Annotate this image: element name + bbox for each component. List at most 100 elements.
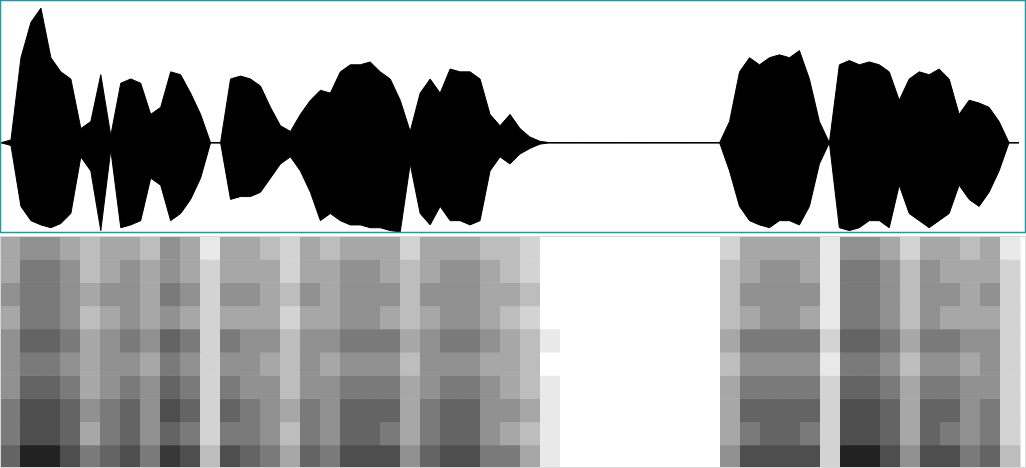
spectrogram-cell (940, 259, 961, 283)
spectrogram-cell (200, 236, 221, 260)
spectrogram-cell (720, 352, 741, 376)
spectrogram-cell (640, 329, 661, 353)
spectrogram-cell (280, 352, 301, 376)
spectrogram-cell (680, 236, 701, 260)
spectrogram-cell (480, 306, 501, 330)
spectrogram-cell (840, 422, 861, 446)
spectrogram-cell (540, 445, 561, 468)
spectrogram-cell (320, 398, 341, 422)
spectrogram-cell (100, 375, 121, 399)
spectrogram-cell (720, 236, 741, 260)
spectrogram-cell (860, 259, 881, 283)
spectrogram-cell (360, 329, 381, 353)
spectrogram-cell (360, 282, 381, 306)
spectrogram-cell (300, 375, 321, 399)
spectrogram-cell (840, 306, 861, 330)
spectrogram-cell (40, 445, 61, 468)
spectrogram-cell (560, 398, 581, 422)
spectrogram-cell (320, 352, 341, 376)
spectrogram-cell (980, 306, 1001, 330)
spectrogram-cell (640, 375, 661, 399)
spectrogram-cell (20, 306, 41, 330)
spectrogram-cell (820, 375, 841, 399)
waveform-envelope (1, 8, 1019, 143)
spectrogram-cell (640, 259, 661, 283)
spectrogram-cell (580, 352, 601, 376)
spectrogram-cell (380, 329, 401, 353)
spectrogram-cell (820, 236, 841, 260)
spectrogram-cell (980, 375, 1001, 399)
spectrogram-cell (900, 398, 921, 422)
spectrogram-cell (140, 259, 161, 283)
spectrogram-cell (520, 306, 541, 330)
spectrogram-cell (280, 398, 301, 422)
spectrogram-cell (960, 422, 981, 446)
spectrogram-cell (760, 329, 781, 353)
spectrogram-cell (40, 282, 61, 306)
spectrogram-cell (260, 352, 281, 376)
spectrogram-cell (540, 259, 561, 283)
spectrogram-cell (220, 352, 241, 376)
spectrogram-cell (220, 375, 241, 399)
spectrogram-cell (840, 445, 861, 468)
spectrogram-cell (720, 306, 741, 330)
spectrogram-cell (720, 259, 741, 283)
spectrogram-cell (700, 259, 721, 283)
spectrogram-cell (740, 422, 761, 446)
spectrogram-cell (240, 306, 261, 330)
spectrogram-cell (720, 375, 741, 399)
spectrogram-cell (680, 422, 701, 446)
spectrogram-cell (260, 375, 281, 399)
spectrogram-cell (220, 306, 241, 330)
spectrogram-cell (440, 236, 461, 260)
spectrogram-cell (1000, 259, 1021, 283)
spectrogram-cell (580, 445, 601, 468)
spectrogram-cell (860, 375, 881, 399)
spectrogram-cell (280, 236, 301, 260)
spectrogram-cell (180, 259, 201, 283)
spectrogram-cell (560, 422, 581, 446)
spectrogram-cell (640, 352, 661, 376)
spectrogram-cell (560, 236, 581, 260)
spectrogram-cell (60, 282, 81, 306)
spectrogram-cell (400, 306, 421, 330)
spectrogram-cell (840, 282, 861, 306)
spectrogram-cell (280, 306, 301, 330)
spectrogram-cell (160, 375, 181, 399)
spectrogram-cell (340, 306, 361, 330)
spectrogram-cell (540, 375, 561, 399)
spectrogram-cell (500, 445, 521, 468)
spectrogram-cell (140, 236, 161, 260)
spectrogram-cell (560, 445, 581, 468)
spectrogram-cell (420, 306, 441, 330)
spectrogram-cell (880, 375, 901, 399)
spectrogram-cell (520, 329, 541, 353)
spectrogram-cell (220, 422, 241, 446)
spectrogram-cell (800, 329, 821, 353)
spectrogram-cell (320, 282, 341, 306)
spectrogram-cell (980, 398, 1001, 422)
spectrogram-cell (880, 422, 901, 446)
spectrogram-cell (80, 445, 101, 468)
spectrogram-cell (720, 282, 741, 306)
spectrogram-cell (400, 259, 421, 283)
spectrogram-cell (360, 422, 381, 446)
spectrogram-cell (80, 352, 101, 376)
spectrogram-cell (240, 352, 261, 376)
spectrogram-cell (80, 422, 101, 446)
spectrogram-cell (200, 398, 221, 422)
spectrogram-cell (1000, 422, 1021, 446)
spectrogram-cell (720, 445, 741, 468)
spectrogram-cell (640, 236, 661, 260)
spectrogram-cell (500, 375, 521, 399)
spectrogram-cell (540, 282, 561, 306)
spectrogram-cell (80, 259, 101, 283)
spectrogram-cell (920, 282, 941, 306)
spectrogram-cell (420, 282, 441, 306)
spectrogram-cell (440, 398, 461, 422)
spectrogram-cell (580, 329, 601, 353)
spectrogram-cell (960, 352, 981, 376)
spectrogram-cell (520, 282, 541, 306)
spectrogram-cell (540, 329, 561, 353)
spectrogram-cell (340, 375, 361, 399)
